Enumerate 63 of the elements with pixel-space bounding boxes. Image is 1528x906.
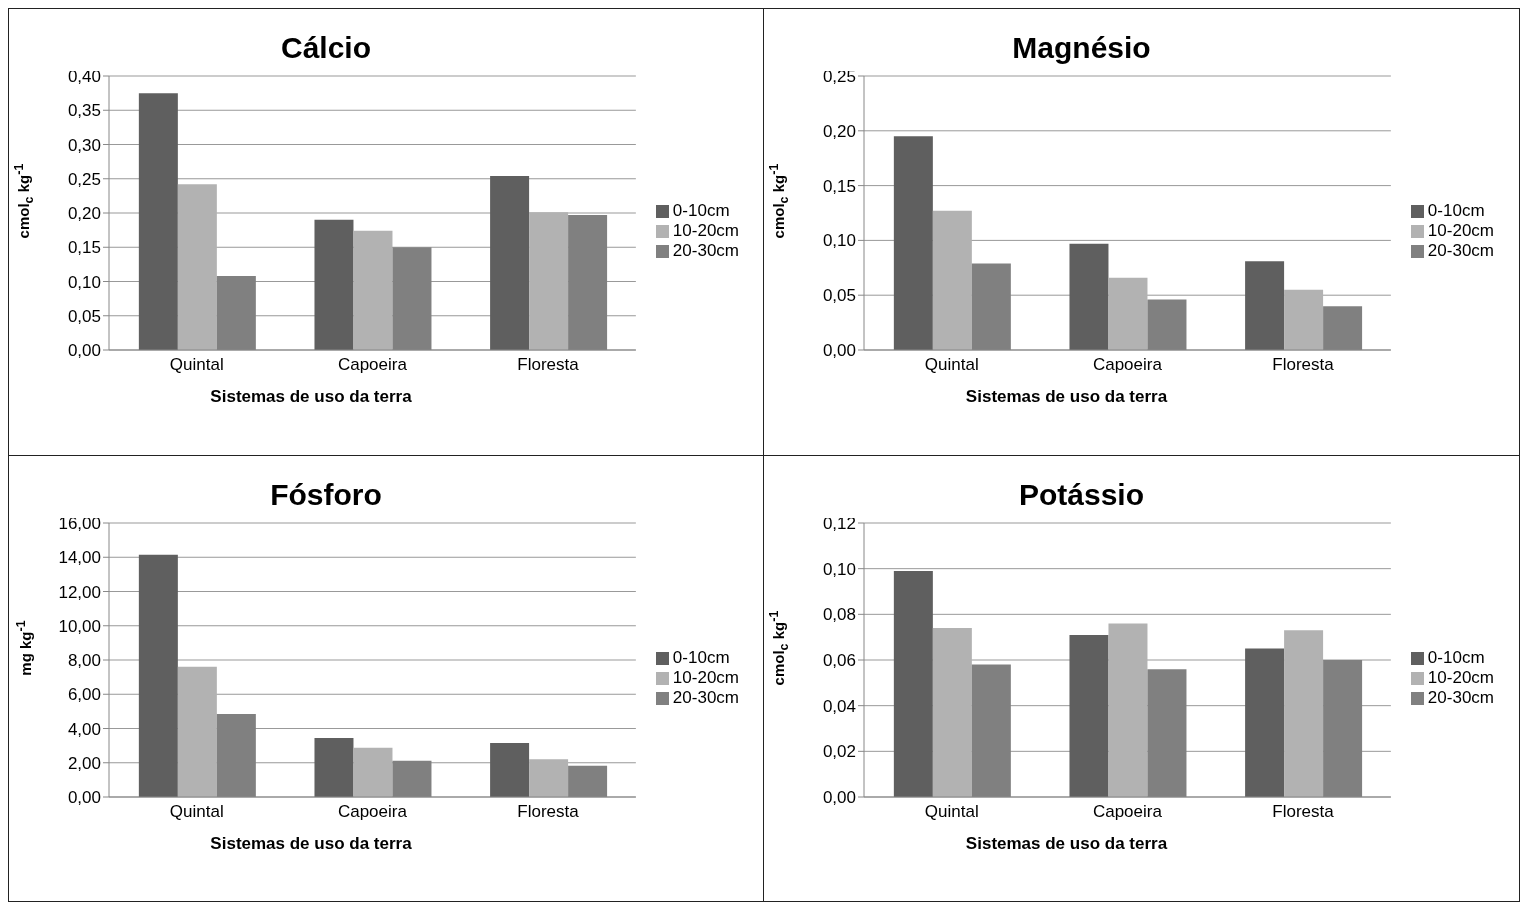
y-tick-label: 8,00 — [67, 651, 101, 671]
x-tick-label: Quintal — [169, 355, 224, 375]
legend-label: 0-10cm — [1427, 648, 1485, 667]
y-tick-label: 4,00 — [67, 719, 101, 739]
legend-label: 0-10cm — [672, 648, 730, 667]
y-tick-label: 0,25 — [67, 169, 101, 189]
y-tick-label: 0,00 — [822, 341, 856, 361]
legend-label: 20-30cm — [1427, 688, 1494, 707]
y-tick-label: 0,04 — [822, 696, 856, 716]
y-tick-label: 0,20 — [822, 121, 856, 141]
legend-label: 20-30cm — [1427, 241, 1494, 260]
chart-title: Potássio — [1018, 478, 1145, 511]
y-tick-label: 2,00 — [67, 753, 101, 773]
x-tick-label: Quintal — [924, 355, 979, 375]
x-tick-label: Capoeira — [1092, 355, 1163, 375]
y-tick-label: 0,08 — [822, 605, 856, 625]
y-tick-label: 0,02 — [822, 742, 856, 762]
y-tick-label: 0,20 — [67, 204, 101, 224]
x-axis-title: Sistemas de uso da terra — [209, 387, 413, 407]
x-tick-label: Quintal — [924, 802, 979, 822]
x-tick-label: Floresta — [517, 802, 580, 822]
y-tick-label: 0,40 — [67, 67, 101, 87]
x-tick-label: Capoeira — [337, 355, 408, 375]
y-tick-label: 0,10 — [67, 272, 101, 292]
x-tick-label: Floresta — [1272, 802, 1335, 822]
y-tick-label: 0,15 — [822, 176, 856, 196]
y-tick-label: 16,00 — [58, 514, 101, 534]
legend-label: 10-20cm — [672, 221, 739, 240]
chart-title: Magnésio — [1012, 31, 1151, 64]
y-tick-label: 0,06 — [822, 651, 856, 671]
x-tick-label: Quintal — [169, 802, 224, 822]
legend-label: 10-20cm — [1427, 668, 1494, 687]
legend-label: 0-10cm — [672, 201, 730, 220]
x-tick-label: Floresta — [1272, 355, 1335, 375]
y-tick-label: 0,15 — [67, 238, 101, 258]
x-axis-title: Sistemas de uso da terra — [209, 834, 413, 854]
x-axis-title: Sistemas de uso da terra — [964, 834, 1169, 854]
chart-title: Cálcio — [280, 31, 372, 64]
y-tick-label: 0,00 — [67, 788, 101, 808]
y-tick-label: 0,25 — [822, 67, 856, 87]
chart-title: Fósforo — [270, 478, 382, 511]
legend-label: 10-20cm — [672, 668, 739, 687]
y-tick-label: 0,10 — [822, 231, 856, 251]
y-tick-label: 0,00 — [67, 341, 101, 361]
y-tick-label: 14,00 — [58, 548, 101, 568]
x-axis-title: Sistemas de uso da terra — [964, 387, 1169, 407]
y-tick-label: 12,00 — [58, 582, 101, 602]
legend-label: 20-30cm — [672, 688, 739, 707]
y-tick-label: 0,30 — [67, 135, 101, 155]
legend-label: 10-20cm — [1427, 221, 1494, 240]
y-tick-label: 0,00 — [822, 788, 856, 808]
y-tick-label: 0,12 — [822, 514, 856, 534]
x-tick-label: Capoeira — [1092, 802, 1163, 822]
y-tick-label: 0,05 — [822, 286, 856, 306]
x-tick-label: Capoeira — [337, 802, 408, 822]
y-tick-label: 0,05 — [67, 306, 101, 326]
legend-label: 0-10cm — [1427, 201, 1485, 220]
legend-label: 20-30cm — [672, 241, 739, 260]
y-tick-label: 0,35 — [67, 101, 101, 121]
y-tick-label: 6,00 — [67, 685, 101, 705]
x-tick-label: Floresta — [517, 355, 580, 375]
y-tick-label: 0,10 — [822, 559, 856, 579]
y-tick-label: 10,00 — [58, 616, 101, 636]
